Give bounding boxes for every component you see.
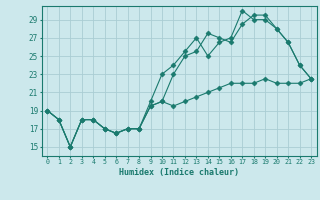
X-axis label: Humidex (Indice chaleur): Humidex (Indice chaleur) [119, 168, 239, 177]
